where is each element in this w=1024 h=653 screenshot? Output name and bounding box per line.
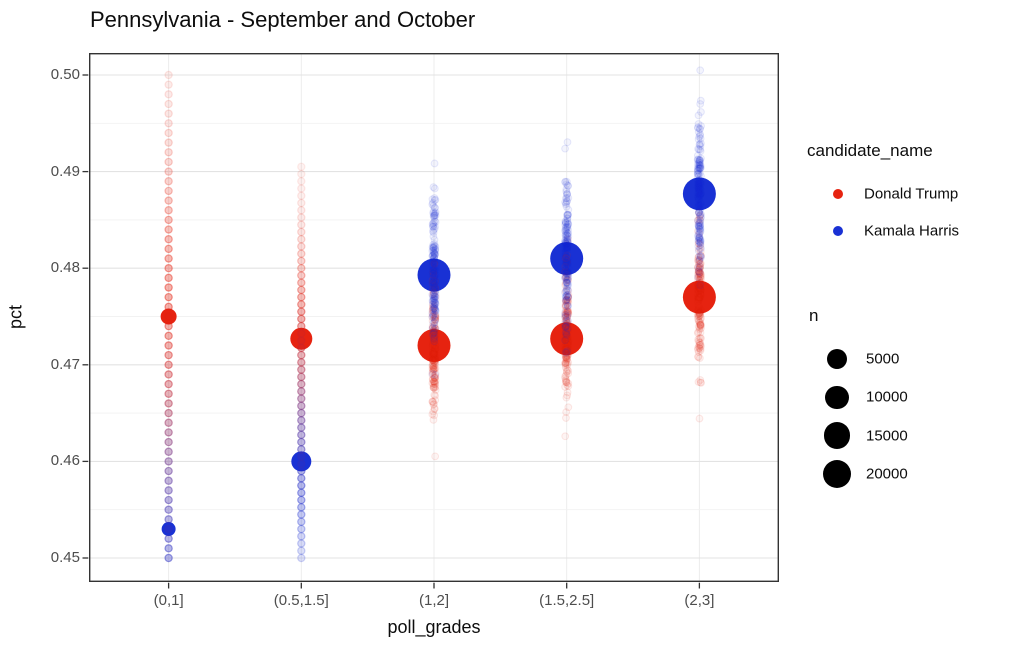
legend-size-title: n bbox=[809, 306, 819, 325]
x-axis-title: poll_grades bbox=[387, 617, 481, 637]
spray-discrete-cat1 bbox=[297, 162, 306, 563]
legend-candidate-title: candidate_name bbox=[807, 141, 933, 160]
x-tick-label: (1,2] bbox=[418, 592, 450, 609]
size-legend-dot-20000 bbox=[822, 459, 852, 489]
summary-dot-donald-trump-cat0 bbox=[160, 308, 177, 325]
x-tick-label: (2,3] bbox=[684, 592, 715, 609]
x-tick-label: (1.5,2.5] bbox=[539, 592, 595, 609]
size-legend-label-10000: 10000 bbox=[866, 388, 908, 406]
summary-dot-donald-trump-cat4 bbox=[682, 280, 716, 314]
summary-dots bbox=[160, 177, 716, 537]
y-tick-label: 0.48 bbox=[50, 259, 80, 277]
axis-ticks bbox=[82, 74, 701, 589]
y-axis-title: pct bbox=[5, 304, 26, 330]
sample-sprays bbox=[164, 66, 705, 563]
panel-border bbox=[88, 52, 779, 582]
summary-dot-donald-trump-cat3 bbox=[550, 322, 584, 356]
summary-dot-kamala-harris-cat0 bbox=[161, 522, 176, 537]
size-legend-dot-10000 bbox=[825, 385, 849, 410]
chart-title: Pennsylvania - September and October bbox=[90, 7, 476, 32]
size-legend-label-15000: 15000 bbox=[866, 427, 908, 445]
spray-donald-trump-cat2 bbox=[428, 259, 440, 461]
summary-dot-kamala-harris-cat3 bbox=[550, 242, 584, 276]
legend-key-dot-kamala-harris bbox=[833, 226, 843, 236]
size-legend-dot-15000 bbox=[823, 422, 851, 449]
y-tick-label: 0.50 bbox=[50, 66, 80, 83]
size-legend-dot-5000 bbox=[827, 349, 847, 369]
spray-kamala-harris-cat3 bbox=[561, 138, 573, 357]
legend-key-dot-donald-trump bbox=[833, 189, 843, 199]
y-tick-label: 0.47 bbox=[50, 355, 80, 373]
size-legend-label-20000: 20000 bbox=[866, 465, 908, 483]
summary-dot-kamala-harris-cat4 bbox=[682, 177, 716, 211]
legend-label-donald-trump: Donald Trump bbox=[864, 185, 959, 203]
x-tick-label: (0,1] bbox=[153, 592, 184, 609]
plot-panel bbox=[82, 52, 779, 589]
spray-donald-trump-cat3 bbox=[561, 235, 573, 441]
y-tick-label: 0.49 bbox=[50, 162, 80, 180]
legend-label-kamala-harris: Kamala Harris bbox=[864, 222, 960, 240]
summary-dot-donald-trump-cat2 bbox=[417, 328, 451, 362]
x-tick-label: (0.5,1.5] bbox=[273, 592, 329, 609]
spray-kamala-harris-cat4 bbox=[693, 66, 705, 290]
summary-dot-kamala-harris-cat1 bbox=[291, 451, 312, 472]
summary-dot-donald-trump-cat1 bbox=[290, 327, 313, 350]
y-tick-label: 0.45 bbox=[50, 549, 80, 566]
summary-dot-kamala-harris-cat2 bbox=[417, 258, 451, 292]
y-tick-label: 0.46 bbox=[50, 452, 80, 470]
size-legend-label-5000: 5000 bbox=[866, 350, 900, 368]
spray-kamala-harris-cat2 bbox=[428, 159, 440, 379]
spray-discrete-cat0 bbox=[164, 70, 173, 563]
spray-donald-trump-cat4 bbox=[693, 208, 705, 423]
